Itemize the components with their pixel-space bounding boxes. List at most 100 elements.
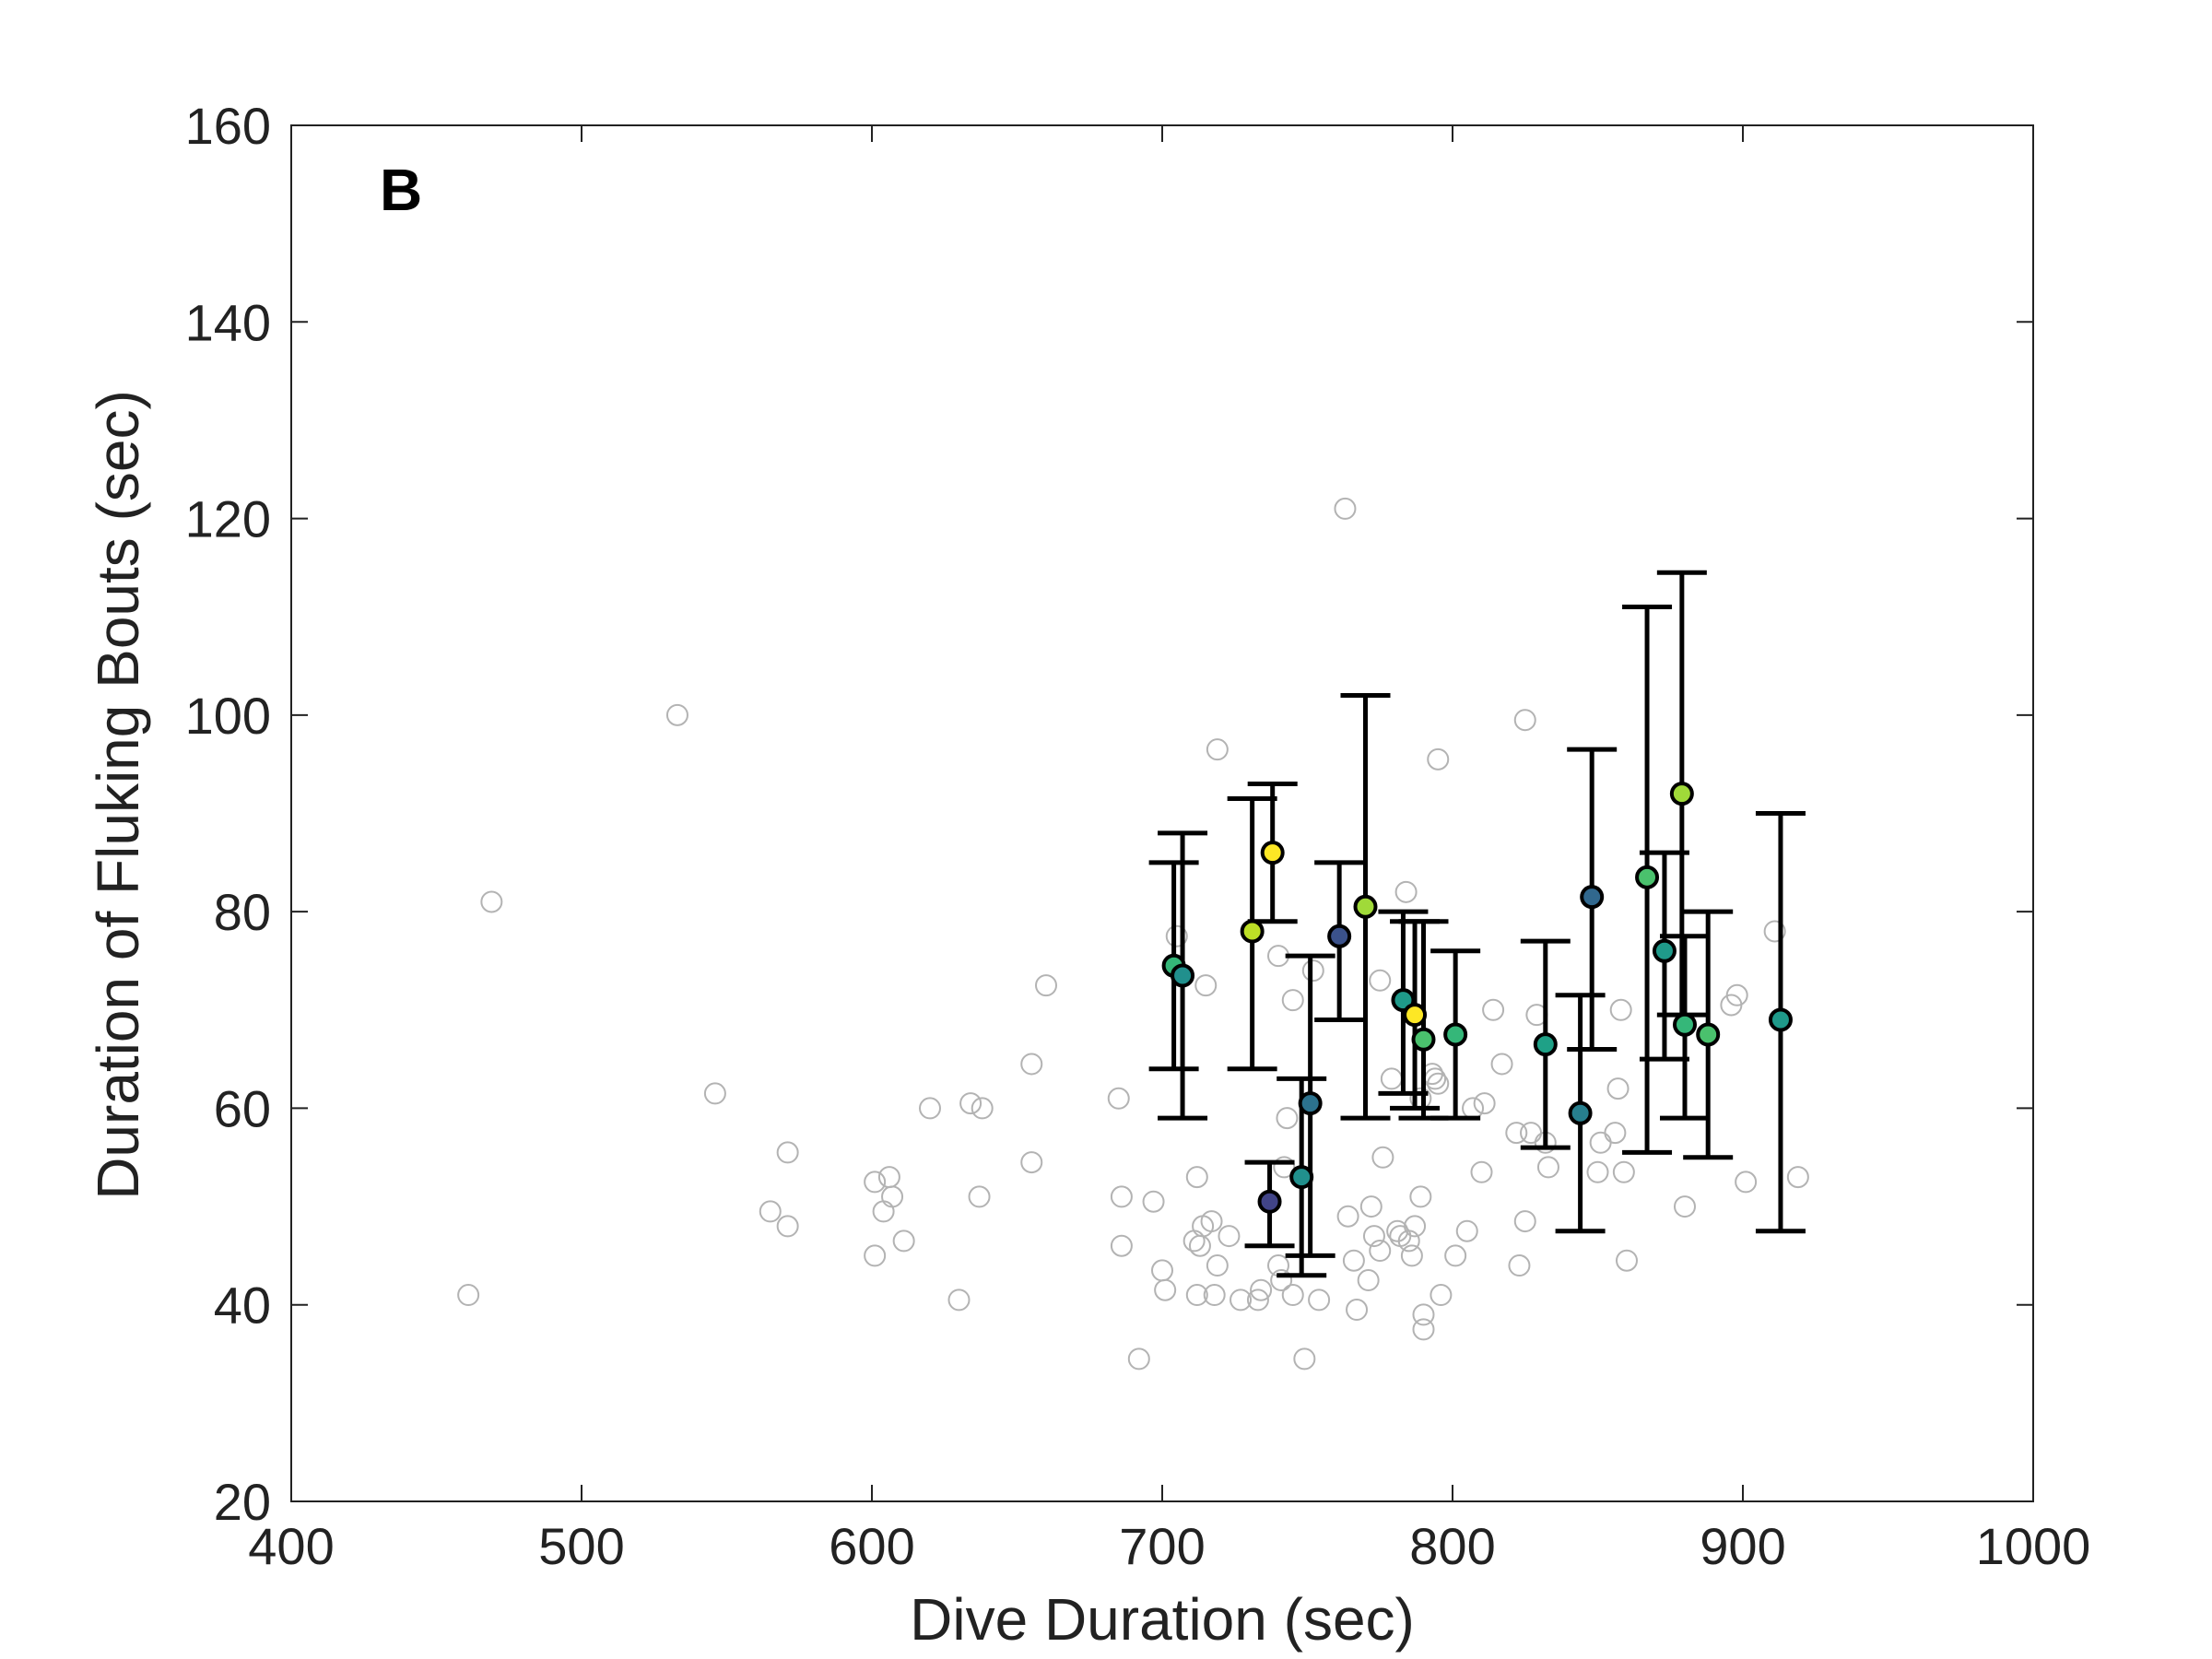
axis-ticks: 400 500 600 700 800 900 1000 20 40 60 80 100 120 140 1… [185, 97, 2091, 1575]
background-point [881, 1185, 904, 1208]
background-point [1394, 880, 1418, 903]
y-tick-label: 140 [185, 293, 271, 351]
y-axis-label: Duration of Fluking Bouts (sec) [85, 390, 151, 1200]
background-point [1508, 1254, 1531, 1277]
background-point [1185, 1166, 1208, 1189]
x-tick-label: 1000 [1976, 1517, 2091, 1575]
x-tick-label: 400 [248, 1517, 334, 1575]
mean-point [1673, 1012, 1697, 1037]
background-point [1430, 1284, 1453, 1307]
background-point [1612, 1160, 1635, 1183]
mean-point [1171, 963, 1195, 988]
background-point [1281, 1284, 1304, 1307]
background-point [1371, 1146, 1394, 1169]
background-point [1412, 1318, 1435, 1341]
background-point [776, 1215, 799, 1238]
mean-point [1260, 841, 1285, 865]
mean-point [1327, 924, 1352, 948]
background-point [1206, 1254, 1229, 1277]
background-point [1035, 974, 1057, 997]
mean-point [1768, 1007, 1793, 1032]
background-point [1218, 1225, 1241, 1248]
background-point [1293, 1347, 1316, 1371]
background-point [1346, 1299, 1369, 1322]
background-point [1369, 969, 1392, 992]
mean-points [1161, 782, 1793, 1214]
background-point [864, 1244, 887, 1267]
x-tick-label: 700 [1119, 1517, 1205, 1575]
x-tick-label: 600 [829, 1517, 914, 1575]
background-point [959, 1092, 982, 1115]
background-point [1470, 1160, 1493, 1183]
background-point [968, 1185, 991, 1208]
background-point [1536, 1156, 1559, 1179]
background-point [1616, 1249, 1638, 1272]
background-point [1281, 989, 1304, 1012]
background-point [1273, 1156, 1296, 1179]
y-tick-label: 60 [214, 1079, 271, 1137]
background-point [703, 1082, 726, 1105]
x-tick-label: 800 [1409, 1517, 1495, 1575]
background-point [457, 1284, 480, 1307]
background-point [864, 1171, 887, 1194]
panel-label: B [380, 157, 422, 223]
mean-point [1652, 938, 1677, 963]
background-point [1110, 1234, 1133, 1257]
background-point [1397, 1230, 1420, 1253]
background-point [1444, 1244, 1467, 1267]
mean-point [1635, 865, 1660, 889]
background-point [1513, 709, 1536, 732]
background-point [1473, 1092, 1496, 1115]
background-point [1604, 1122, 1627, 1145]
background-point [1609, 998, 1632, 1021]
background-point [1185, 1284, 1208, 1307]
background-point [1342, 1249, 1365, 1272]
y-tick-label: 160 [185, 97, 271, 155]
background-points [457, 497, 1809, 1371]
background-point [1020, 1151, 1043, 1174]
background-point [1357, 1269, 1380, 1292]
background-point [1735, 1171, 1758, 1194]
background-point [1674, 1195, 1696, 1218]
background-point [1505, 1122, 1528, 1145]
x-tick-label: 900 [1700, 1517, 1785, 1575]
mean-point [1411, 1027, 1436, 1052]
background-point [1336, 1205, 1359, 1228]
mean-point [1298, 1091, 1323, 1116]
background-point [971, 1097, 994, 1120]
mean-point [1257, 1189, 1282, 1214]
background-point [1154, 1278, 1177, 1301]
background-point [1362, 1225, 1385, 1248]
background-point [892, 1230, 915, 1253]
background-point [1250, 1278, 1273, 1301]
background-point [1513, 1210, 1536, 1233]
mean-point [1403, 1003, 1428, 1028]
background-point [665, 703, 688, 726]
background-point [1763, 920, 1786, 943]
background-point [1400, 1244, 1423, 1267]
background-point [1725, 983, 1748, 1006]
background-point [776, 1141, 799, 1164]
mean-point [1696, 1022, 1721, 1047]
background-point [1107, 1087, 1130, 1110]
background-point [919, 1097, 941, 1120]
y-tick-label: 40 [214, 1277, 271, 1335]
mean-point [1568, 1100, 1593, 1125]
background-point [1246, 1288, 1269, 1312]
y-tick-label: 80 [214, 883, 271, 941]
background-point [1127, 1347, 1150, 1371]
mean-point [1669, 782, 1694, 806]
x-tick-label: 500 [538, 1517, 624, 1575]
mean-point [1533, 1032, 1558, 1057]
background-point [947, 1288, 971, 1312]
background-point [1165, 924, 1188, 947]
background-point [1200, 1210, 1223, 1233]
background-point [1203, 1284, 1226, 1307]
background-point [1359, 1195, 1382, 1218]
background-point [1427, 1072, 1450, 1095]
y-tick-label: 100 [185, 687, 271, 745]
mean-point [1353, 894, 1378, 919]
background-point [1301, 959, 1324, 982]
